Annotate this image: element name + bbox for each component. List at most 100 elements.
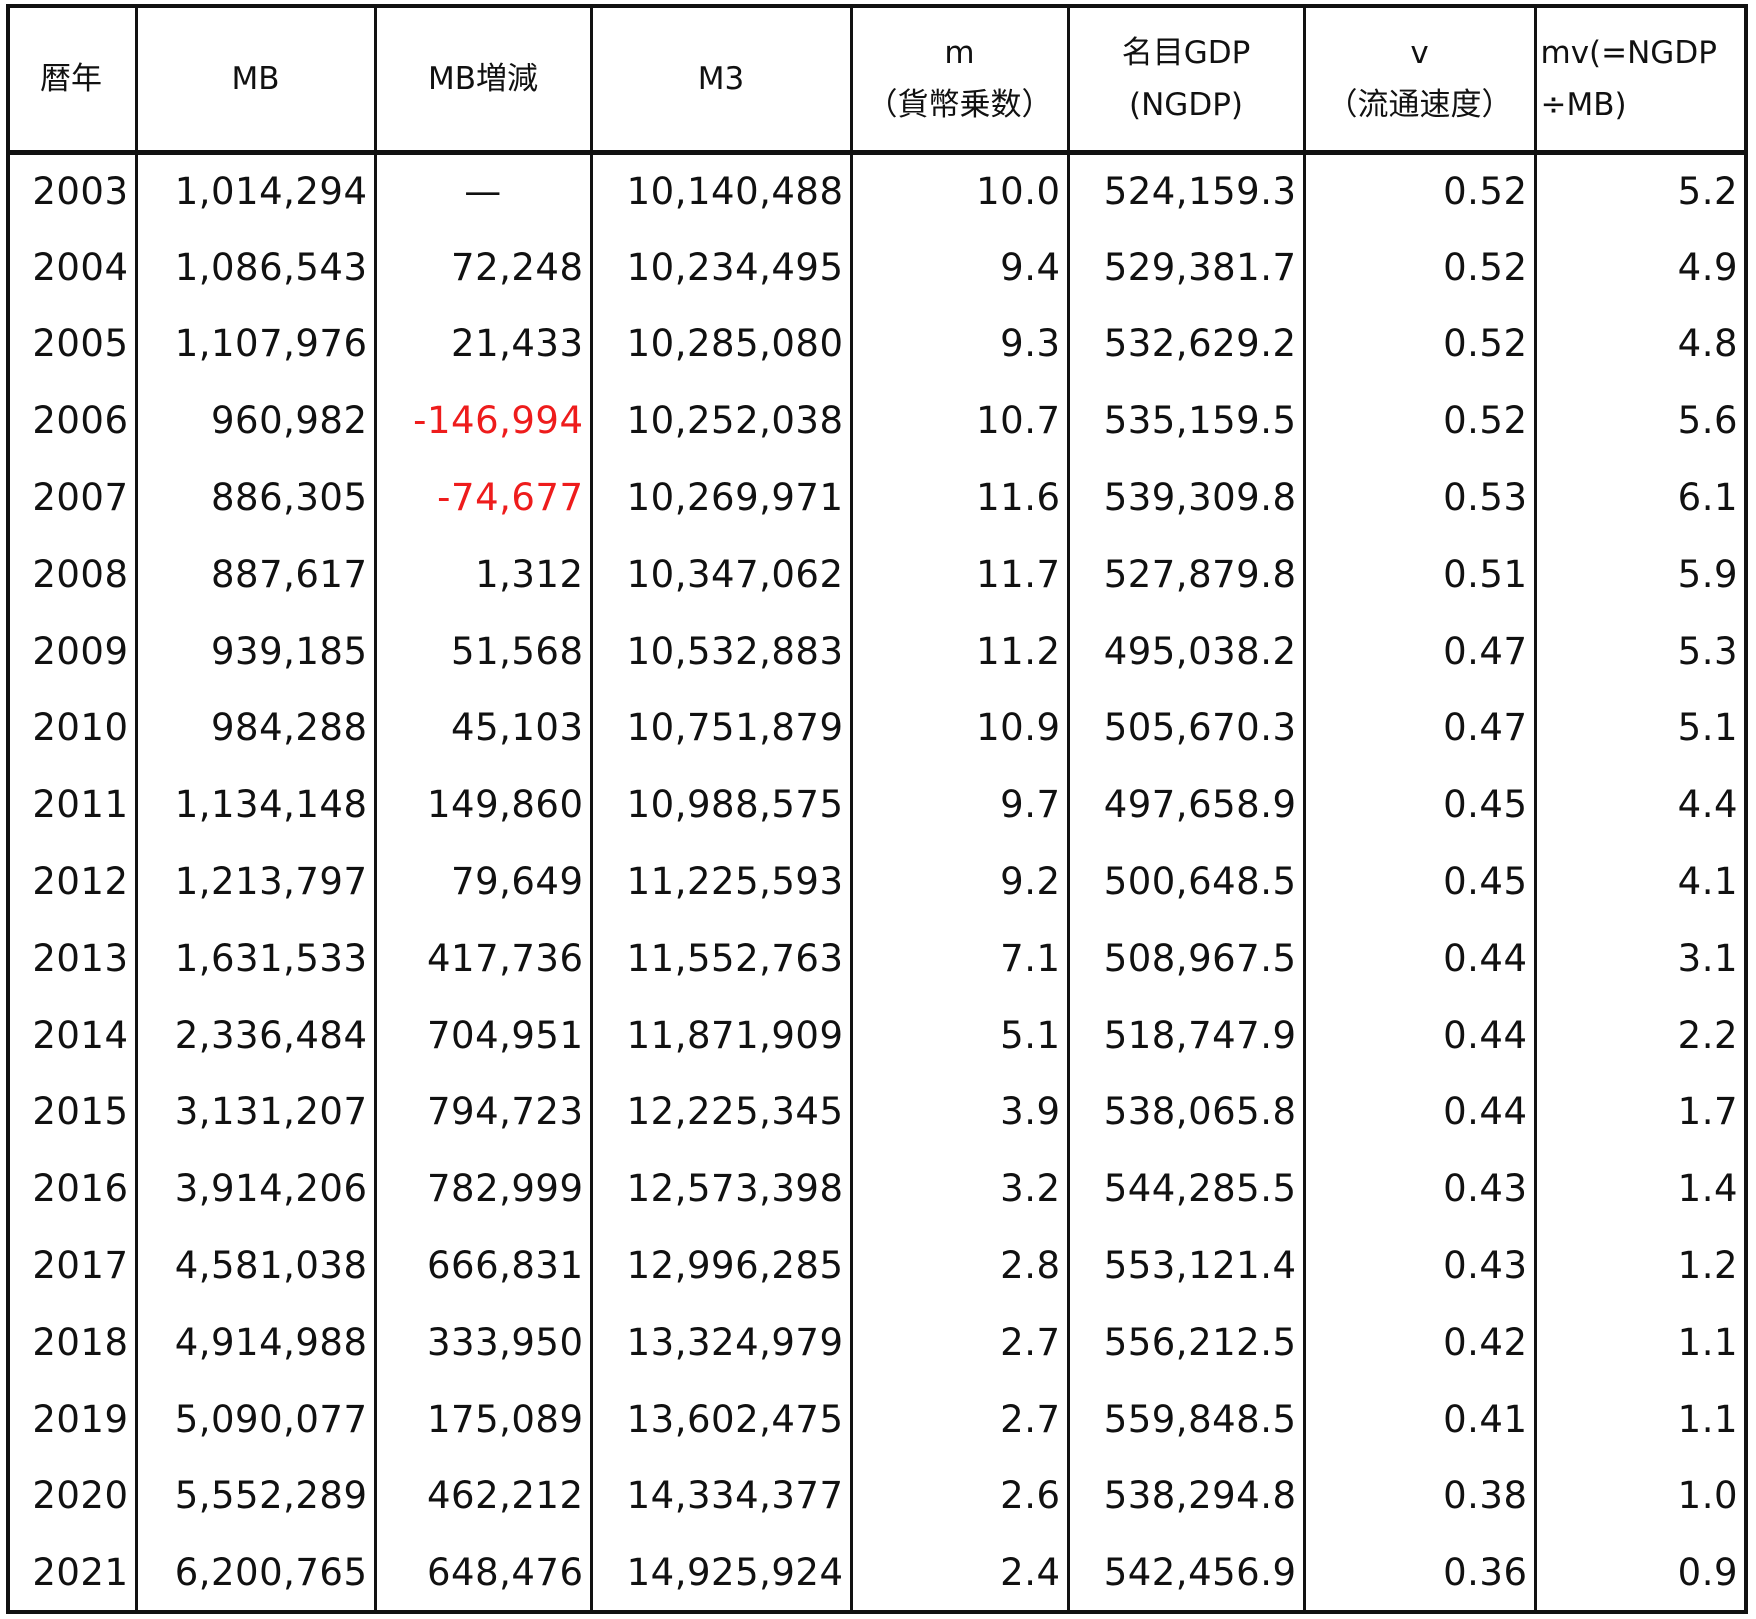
cell-year: 2016: [10, 1150, 138, 1228]
cell-ngdp: 505,670.3: [1066, 689, 1306, 767]
cell-mv: 5.1: [1533, 689, 1744, 767]
cell-mb: 4,581,038: [134, 1227, 377, 1304]
data-sheet: 暦年 MB MB増減 M3 m （貨幣乗数） 名目GDP (NGDP): [6, 4, 1748, 1614]
cell-year: 2015: [10, 1073, 138, 1151]
cell-mb: 1,134,148: [134, 766, 377, 844]
cell-mb-change: 666,831: [373, 1227, 593, 1304]
table-header: 暦年 MB MB増減 M3 m （貨幣乗数） 名目GDP (NGDP): [10, 8, 1744, 155]
money-data-table: 暦年 MB MB増減 M3 m （貨幣乗数） 名目GDP (NGDP): [10, 8, 1744, 1612]
cell-ngdp: 544,285.5: [1066, 1150, 1306, 1228]
cell-m3: 11,225,593: [589, 843, 853, 920]
header-v-sublabel: （流通速度）: [1326, 86, 1513, 123]
cell-m3: 11,552,763: [589, 919, 853, 997]
cell-v: 0.53: [1302, 459, 1537, 536]
cell-mb: 887,617: [134, 535, 377, 613]
cell-mb-change: 21,433: [373, 305, 593, 383]
cell-ngdp: 527,879.8: [1066, 535, 1306, 613]
cell-m3: 10,252,038: [589, 382, 853, 460]
header-ngdp-label: 名目GDP: [1121, 34, 1251, 71]
table-row: 2006 960,982 -146,994 10,252,038 10.7 535,159…: [10, 382, 1744, 460]
table-row: 2009 939,185 51,568 10,532,883 11.2 495,038.2…: [10, 612, 1744, 690]
header-v: v （流通速度）: [1302, 8, 1537, 155]
cell-v: 0.43: [1302, 1227, 1537, 1304]
cell-year: 2014: [10, 996, 138, 1074]
cell-mb: 886,305: [134, 459, 377, 536]
cell-mv: 3.1: [1533, 919, 1744, 997]
cell-year: 2017: [10, 1227, 138, 1304]
cell-m3: 14,334,377: [589, 1457, 853, 1535]
cell-mv: 5.3: [1533, 612, 1744, 690]
header-m-sublabel: （貨幣乗数）: [866, 86, 1053, 123]
cell-mv: 1.4: [1533, 1150, 1744, 1228]
cell-mb: 960,982: [134, 382, 377, 460]
cell-m: 10.0: [849, 152, 1070, 229]
cell-m3: 12,996,285: [589, 1227, 853, 1304]
cell-m: 2.6: [849, 1457, 1070, 1535]
header-mb-change: MB増減: [373, 8, 593, 155]
cell-mb-change: —: [373, 152, 593, 229]
header-mb-change-label: MB増減: [427, 60, 538, 97]
table-row: 2016 3,914,206 782,999 12,573,398 3.2 544,285…: [10, 1150, 1744, 1228]
cell-m: 11.2: [849, 612, 1070, 690]
cell-year: 2008: [10, 535, 138, 613]
table-row: 2019 5,090,077 175,089 13,602,475 2.7 559,848…: [10, 1380, 1744, 1458]
table-row: 2017 4,581,038 666,831 12,996,285 2.8 553,121…: [10, 1227, 1744, 1304]
cell-mb-change: 794,723: [373, 1073, 593, 1151]
cell-m: 10.9: [849, 689, 1070, 767]
cell-mb-change: 462,212: [373, 1457, 593, 1535]
cell-mb: 984,288: [134, 689, 377, 767]
cell-m: 9.7: [849, 766, 1070, 844]
cell-mv: 6.1: [1533, 459, 1744, 536]
cell-mb-change: 333,950: [373, 1303, 593, 1381]
cell-mv: 1.1: [1533, 1380, 1744, 1458]
cell-m: 2.4: [849, 1534, 1070, 1612]
table-row: 2010 984,288 45,103 10,751,879 10.9 505,670.3…: [10, 689, 1744, 767]
cell-m3: 10,269,971: [589, 459, 853, 536]
cell-mv: 4.8: [1533, 305, 1744, 383]
table-row: 2003 1,014,294—10,140,488 10.0 524,159.3 0.5…: [10, 152, 1744, 229]
cell-v: 0.52: [1302, 152, 1537, 229]
table-row: 2008 887,617 1,312 10,347,062 11.7 527,879.8 0…: [10, 535, 1744, 613]
cell-mv: 4.1: [1533, 843, 1744, 920]
cell-mb-change: 704,951: [373, 996, 593, 1074]
table-row: 2020 5,552,289 462,212 14,334,377 2.6 538,294…: [10, 1457, 1744, 1535]
cell-ngdp: 508,967.5: [1066, 919, 1306, 997]
cell-m3: 10,347,062: [589, 535, 853, 613]
table-row: 2007 886,305 -74,677 10,269,971 11.6 539,309.…: [10, 459, 1744, 536]
cell-m3: 10,140,488: [589, 152, 853, 229]
cell-mb-change: 45,103: [373, 689, 593, 767]
cell-mb-change: -146,994: [373, 382, 593, 460]
cell-m: 11.7: [849, 535, 1070, 613]
cell-v: 0.44: [1302, 919, 1537, 997]
cell-v: 0.41: [1302, 1380, 1537, 1458]
cell-mv: 1.2: [1533, 1227, 1744, 1304]
cell-mb-change: 72,248: [373, 228, 593, 306]
header-mb-label: MB: [231, 60, 280, 97]
cell-mb-change: -74,677: [373, 459, 593, 536]
cell-m: 2.8: [849, 1227, 1070, 1304]
cell-ngdp: 556,212.5: [1066, 1303, 1306, 1381]
header-m-label: m: [944, 34, 975, 71]
cell-year: 2005: [10, 305, 138, 383]
cell-m: 3.2: [849, 1150, 1070, 1228]
header-mv-sublabel: ÷MB): [1540, 86, 1627, 123]
cell-year: 2019: [10, 1380, 138, 1458]
cell-v: 0.44: [1302, 996, 1537, 1074]
header-mv: mv(=NGDP ÷MB): [1533, 8, 1744, 155]
cell-mv: 5.2: [1533, 152, 1744, 229]
cell-mv: 0.9: [1533, 1534, 1744, 1612]
cell-mv: 5.9: [1533, 535, 1744, 613]
cell-mb-change: 782,999: [373, 1150, 593, 1228]
cell-m: 9.2: [849, 843, 1070, 920]
table-row: 2014 2,336,484 704,951 11,871,909 5.1 518,747…: [10, 996, 1744, 1074]
cell-mb-change: 1,312: [373, 535, 593, 613]
cell-mv: 4.4: [1533, 766, 1744, 844]
cell-v: 0.43: [1302, 1150, 1537, 1228]
cell-v: 0.44: [1302, 1073, 1537, 1151]
cell-v: 0.51: [1302, 535, 1537, 613]
cell-ngdp: 535,159.5: [1066, 382, 1306, 460]
table-row: 2005 1,107,976 21,433 10,285,080 9.3 532,629.…: [10, 305, 1744, 383]
cell-mb: 3,914,206: [134, 1150, 377, 1228]
cell-m3: 10,532,883: [589, 612, 853, 690]
cell-mb: 5,552,289: [134, 1457, 377, 1535]
